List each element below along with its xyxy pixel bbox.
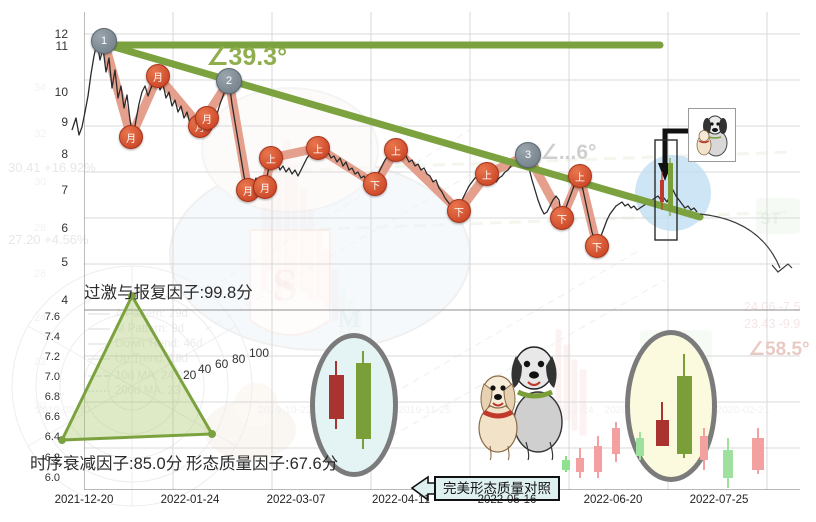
angle-annotation-main: ∠39.3° <box>206 43 288 71</box>
ytick-11: 11 <box>55 39 68 53</box>
pivot-label: 1 <box>100 35 108 47</box>
pivot-marker-p11[interactable]: 下 <box>447 199 471 223</box>
xtick-3: 2022-04-11 <box>372 494 430 506</box>
ytick-9: 9 <box>61 115 68 129</box>
ellipse-left-candles <box>329 351 371 449</box>
pivot-label: 上 <box>391 146 401 158</box>
pivot-label: 月 <box>260 183 270 195</box>
ytick-sub-6.0: 6.0 <box>44 472 60 484</box>
factor-excess-label: 过激与报复因子:99.8分 <box>84 284 253 302</box>
pivot-label: 上 <box>313 144 323 156</box>
pivot-label: 月 <box>153 72 163 84</box>
ytick-7: 7 <box>61 183 68 197</box>
ytick-sub-7.2: 7.2 <box>44 351 60 363</box>
pivot-marker-p8[interactable]: 上 <box>306 136 330 160</box>
pivot-marker-p6[interactable]: 月 <box>253 175 277 199</box>
xtick-1: 2022-01-24 <box>160 494 220 506</box>
pivot-marker-p7[interactable]: 上 <box>259 146 283 170</box>
xtick-2: 2022-03-07 <box>266 494 326 506</box>
ytick-4: 4 <box>61 293 68 307</box>
radar-tick-60: 60 <box>215 357 229 371</box>
pivot-label: 下 <box>454 207 464 219</box>
pivot-marker-p1[interactable]: 月 <box>119 125 143 149</box>
pivot-marker-p14[interactable]: 下 <box>550 206 574 230</box>
pivot-label: 下 <box>592 242 602 254</box>
ellipse-right-candles <box>562 354 764 488</box>
ytick-sub-7.4: 7.4 <box>44 331 60 343</box>
ytick-12: 12 <box>54 27 68 41</box>
pivot-label: 月 <box>126 133 136 145</box>
pivot-marker-3[interactable]: 3 <box>515 142 541 168</box>
dog-illustration-thumbnail <box>688 108 736 162</box>
angle-annotation-faint-mid: ∠...6° <box>540 141 597 164</box>
pivot-marker-1[interactable]: 1 <box>91 28 117 54</box>
pivot-label: 下 <box>370 180 380 192</box>
ytick-6: 6 <box>61 221 68 235</box>
pivot-marker-p2[interactable]: 月 <box>146 64 170 88</box>
pivot-label: 2 <box>225 75 233 87</box>
pivot-label: 上 <box>266 154 276 166</box>
xtick-0: 2021-12-20 <box>54 494 114 506</box>
ytick-sub-6.8: 6.8 <box>44 391 60 403</box>
pivot-marker-p15[interactable]: 下 <box>585 234 609 258</box>
radar-tick-80: 80 <box>232 352 246 366</box>
ytick-sub-7.6: 7.6 <box>44 311 60 323</box>
radar-tick-40: 40 <box>198 362 212 376</box>
pivot-label: 月 <box>202 114 212 126</box>
ytick-sub-7.0: 7.0 <box>44 371 60 383</box>
pivot-label: 下 <box>557 214 567 226</box>
callout-label: 完美形态质量对照 <box>434 476 560 501</box>
pointer-arrow <box>660 131 662 134</box>
ytick-sub-6.2: 6.2 <box>44 452 60 464</box>
angle-annotation-faint-right: ∠58.5° <box>748 339 810 360</box>
ytick-sub-6.6: 6.6 <box>44 411 60 423</box>
ytick-sub-6.4: 6.4 <box>44 431 60 443</box>
xtick-6: 2022-07-25 <box>689 494 749 506</box>
radar-tick-20: 20 <box>183 368 197 382</box>
callout-arrow-icon <box>410 475 440 502</box>
pivot-marker-p10[interactable]: 上 <box>384 138 408 162</box>
pivot-marker-2[interactable]: 2 <box>216 68 242 94</box>
pivot-label: 上 <box>575 172 585 184</box>
ytick-8: 8 <box>61 147 68 161</box>
ytick-5: 5 <box>61 255 68 269</box>
price-highlight-rectangle <box>654 139 678 241</box>
radar-tick-100: 100 <box>249 346 270 360</box>
candlestick-highlight-ellipse-left <box>310 333 398 477</box>
pivot-label: 3 <box>524 149 532 161</box>
pivot-marker-p12[interactable]: 上 <box>475 162 499 186</box>
xtick-5: 2022-06-20 <box>583 494 643 506</box>
factor-decay-label: 时序衰减因子:85.0分 <box>30 455 183 473</box>
pivot-marker-p4[interactable]: 月 <box>195 106 219 130</box>
factor-quality-label: 形态质量因子:67.6分 <box>186 455 339 473</box>
xtick-4: 2022-05-16 <box>477 494 537 506</box>
pivot-marker-p9[interactable]: 下 <box>363 172 387 196</box>
trend-descending-line <box>100 40 704 221</box>
pivot-label: 上 <box>482 170 492 182</box>
ytick-10: 10 <box>54 85 68 99</box>
pivot-label: 月 <box>243 186 253 198</box>
pivot-marker-p13[interactable]: 上 <box>568 164 592 188</box>
two-dogs-illustration <box>478 346 563 461</box>
